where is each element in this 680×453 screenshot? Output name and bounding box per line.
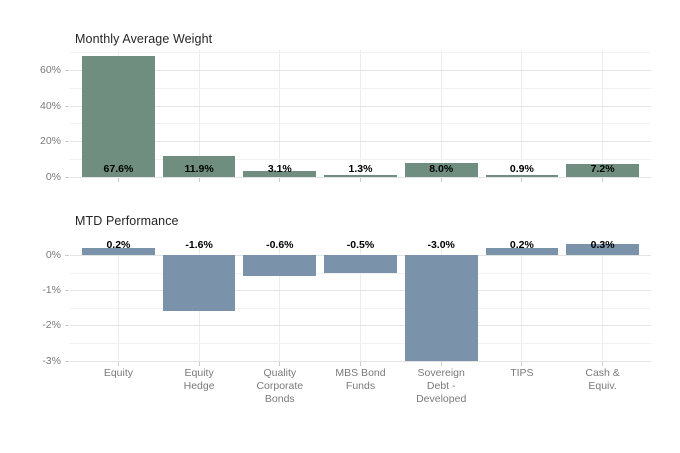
y-tick-mark (65, 141, 69, 143)
x-tick-mark (602, 178, 604, 182)
bar (243, 255, 317, 277)
x-tick-mark (521, 362, 523, 366)
bar-value-label: 67.6% (103, 163, 134, 175)
x-tick-mark (602, 362, 604, 366)
x-category-label: Cash & Equiv. (585, 367, 620, 392)
bar-value-label: -1.6% (185, 239, 213, 251)
y-tick-label: 0% (45, 171, 61, 183)
vertical-gridline (117, 240, 119, 362)
bar-value-label: 11.9% (184, 163, 214, 175)
chart-title-mtd-performance: MTD Performance (75, 214, 179, 228)
bar-value-label: -0.5% (346, 239, 375, 251)
x-category-label: Equity (103, 367, 133, 379)
y-tick-mark (65, 177, 69, 178)
y-tick-label: 60% (39, 63, 61, 76)
y-tick-label: 0% (45, 249, 61, 261)
bar (485, 247, 559, 255)
vertical-gridline (360, 240, 361, 362)
y-tick-mark (65, 69, 69, 71)
minor-gridline (70, 272, 651, 274)
y-tick-mark (65, 105, 69, 107)
x-tick-mark (117, 178, 119, 182)
minor-gridline (70, 52, 651, 53)
x-category-label: Quality Corporate Bonds (256, 367, 304, 405)
major-gridline (70, 177, 651, 178)
y-tick-mark (65, 255, 69, 256)
y-tick-mark (65, 360, 69, 362)
major-gridline (70, 105, 651, 107)
x-tick-mark (440, 178, 442, 182)
vertical-gridline (602, 240, 604, 362)
minor-gridline (70, 159, 651, 161)
vertical-gridline (360, 50, 361, 178)
minor-gridline (70, 342, 651, 344)
bar (82, 247, 155, 255)
bar-value-label: 7.2% (590, 163, 615, 175)
bar-value-label: 0.2% (106, 239, 131, 251)
vertical-gridline (521, 50, 523, 178)
major-gridline (70, 69, 651, 71)
x-category-label: MBS Bond Funds (335, 367, 386, 392)
x-tick-mark (279, 362, 281, 366)
y-tick-label: -1% (42, 284, 61, 297)
vertical-gridline (198, 50, 200, 178)
x-tick-mark (440, 362, 442, 366)
major-gridline (70, 141, 651, 143)
bar-value-label: 8.0% (429, 163, 454, 175)
y-tick-label: -2% (42, 319, 61, 332)
bar (162, 255, 236, 312)
x-tick-mark (198, 362, 200, 366)
x-category-label: Sovereign Debt - Developed (416, 367, 467, 405)
bar-value-label: 3.1% (267, 163, 292, 175)
bar (243, 171, 317, 177)
x-tick-mark (279, 178, 281, 182)
bar-value-label: -0.6% (266, 239, 294, 251)
vertical-gridline (279, 240, 281, 362)
vertical-gridline (602, 50, 604, 178)
y-tick-label: 40% (39, 99, 61, 112)
bar (324, 255, 397, 273)
y-tick-label: 20% (39, 135, 61, 148)
bar (324, 174, 397, 177)
major-gridline (70, 290, 651, 292)
bar-value-label: 1.3% (348, 163, 373, 175)
x-tick-mark (198, 178, 200, 182)
minor-gridline (70, 307, 651, 309)
major-gridline (70, 360, 651, 362)
bar (485, 175, 559, 177)
bar (404, 162, 478, 177)
bar (404, 255, 478, 361)
vertical-gridline (440, 50, 442, 178)
y-tick-mark (65, 325, 69, 327)
x-category-label: Equity Hedge (183, 367, 215, 392)
bar-value-label: 0.9% (509, 163, 534, 175)
vertical-gridline (279, 50, 281, 178)
vertical-gridline (521, 240, 523, 362)
major-gridline (70, 325, 651, 327)
x-tick-mark (360, 178, 361, 182)
y-tick-mark (65, 290, 69, 292)
chart-title-monthly-average-weight: Monthly Average Weight (75, 32, 213, 46)
bar (82, 56, 155, 177)
bar-value-label: 0.2% (509, 239, 534, 251)
y-tick-label: -3% (42, 354, 61, 367)
bar (566, 244, 639, 255)
x-tick-mark (117, 362, 119, 366)
x-category-label: TIPS (510, 367, 534, 379)
bar (566, 164, 639, 177)
bar-value-label: -3.0% (427, 239, 455, 251)
bar (162, 155, 236, 177)
x-tick-mark (360, 362, 361, 366)
minor-gridline (70, 87, 651, 89)
x-tick-mark (521, 178, 523, 182)
minor-gridline (70, 123, 651, 125)
bar-value-label: 0.3% (590, 239, 615, 251)
